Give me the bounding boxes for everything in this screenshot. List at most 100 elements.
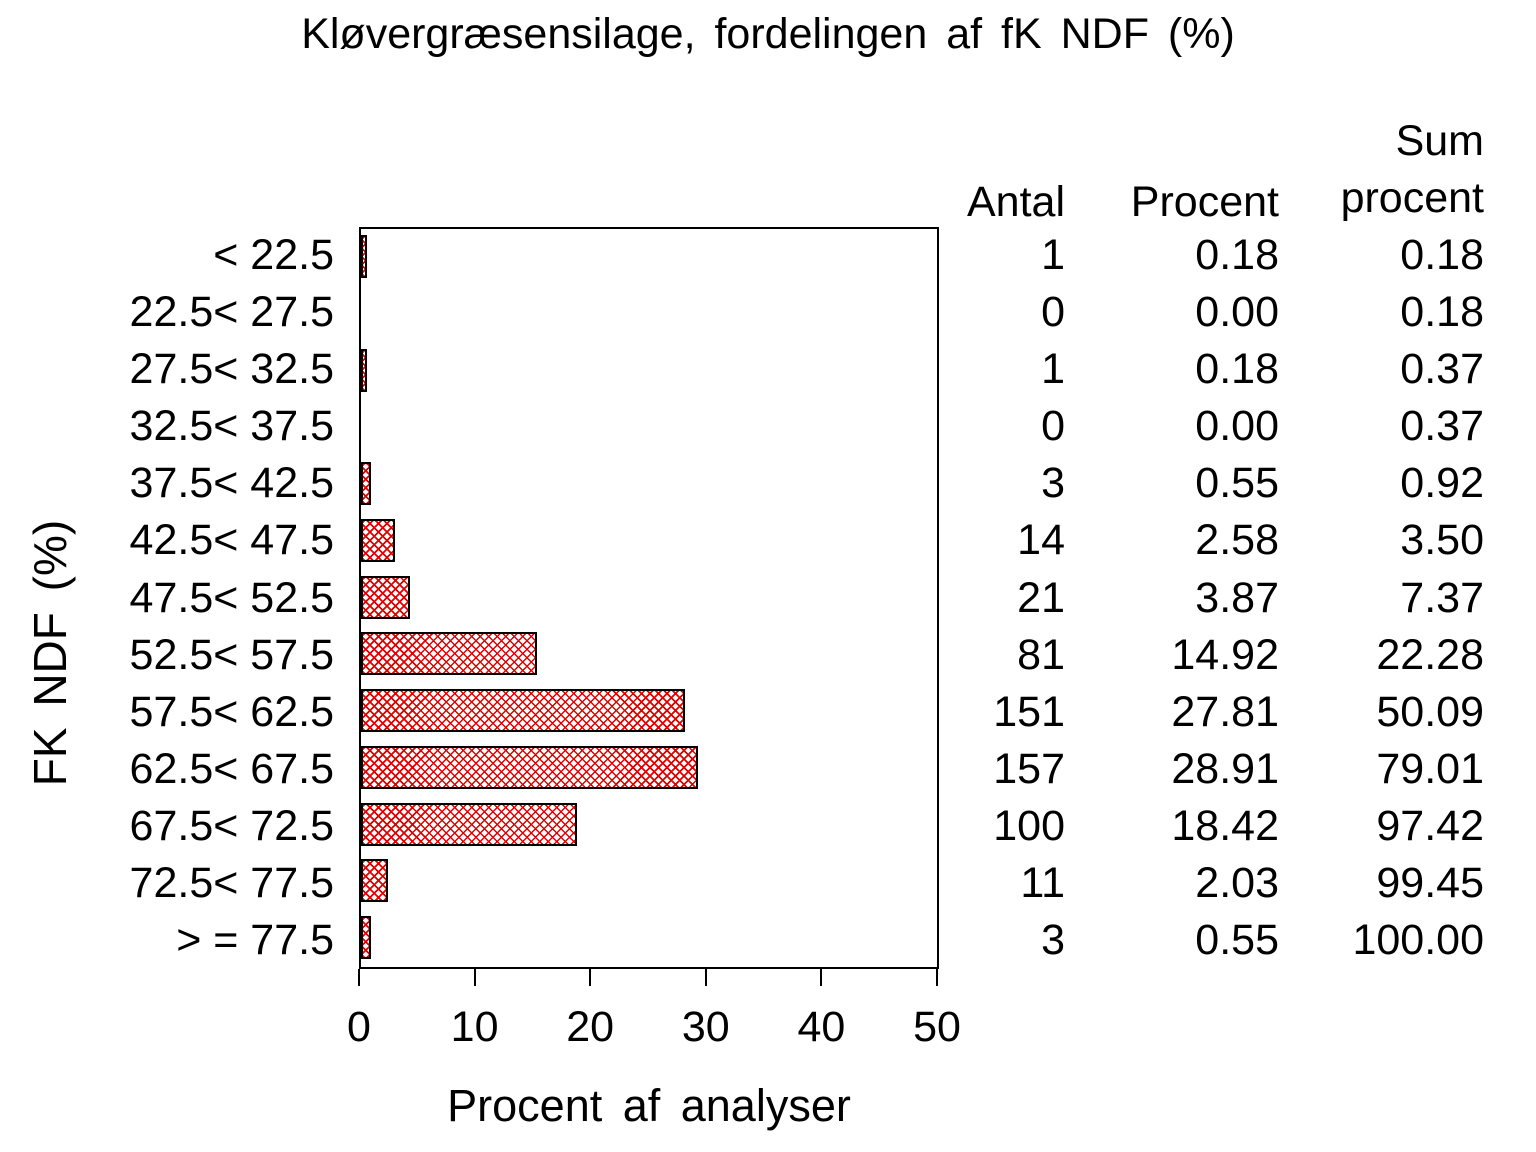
table-header-row: Antal Procent Sum procent [960,117,1500,227]
cell-antal: 151 [993,687,1065,736]
x-axis-title: Procent af analyser [447,1080,851,1131]
x-axis-tick-label: 20 [566,1003,615,1051]
bar-row [361,286,937,343]
cell-sum-procent: 0.92 [1400,459,1484,508]
category-label: 27.5< 32.5 [129,345,334,394]
bar-row [361,570,937,627]
category-label: 42.5< 47.5 [129,516,334,565]
table-row: 3 0.55 0.92 [960,455,1500,512]
x-axis-tick [820,969,823,986]
bar-row [361,797,937,854]
category-label: < 22.5 [213,231,334,280]
cell-procent: 0.00 [1195,402,1279,451]
cell-procent: 2.58 [1195,516,1279,565]
cell-procent: 27.81 [1171,687,1279,736]
cell-procent: 2.03 [1195,858,1279,907]
cell-sum-procent: 79.01 [1376,744,1484,793]
category-label: 22.5< 27.5 [129,288,334,337]
y-axis-category-labels: < 22.5 22.5< 27.5 27.5< 32.5 32.5< 37.5 37.5… [0,227,334,969]
x-axis-tick [473,969,476,986]
table-header-antal: Antal [966,178,1065,226]
x-axis-tick [704,969,707,986]
bar-row [361,343,937,400]
histogram-bar [361,518,395,562]
histogram-bar [361,802,578,846]
table-row: 14 2.58 3.50 [960,512,1500,569]
x-axis-tick-label: 30 [681,1003,730,1051]
cell-sum-procent: 99.45 [1376,858,1484,907]
table-header-sum-line2: procent [1340,174,1484,222]
histogram-bar [361,859,389,903]
cell-antal: 21 [1017,573,1065,622]
histogram-bar [361,348,368,392]
cell-sum-procent: 7.37 [1400,573,1484,622]
cell-antal: 81 [1017,630,1065,679]
category-label: > = 77.5 [176,915,334,964]
cell-sum-procent: 0.18 [1400,288,1484,337]
table-row: 1 0.18 0.37 [960,341,1500,398]
bar-row [361,853,937,910]
frequency-table: 1 0.18 0.18 0 0.00 0.18 1 0.18 0.37 0 0.00 0.37 3 0.5… [960,227,1500,969]
bar-row [361,456,937,513]
table-row: 157 28.91 79.01 [960,741,1500,798]
bar-row [361,626,937,683]
bar-row [361,683,937,740]
cell-antal: 3 [1041,459,1065,508]
cell-procent: 0.55 [1195,915,1279,964]
cell-sum-procent: 0.18 [1400,231,1484,280]
table-row: 81 14.92 22.28 [960,627,1500,684]
table-row: 3 0.55 100.00 [960,912,1500,969]
table-row: 100 18.42 97.42 [960,798,1500,855]
bar-row [361,399,937,456]
cell-antal: 1 [1041,231,1065,280]
bar-row [361,740,937,797]
x-axis-tick-label: 50 [913,1003,961,1051]
table-row: 0 0.00 0.37 [960,398,1500,455]
cell-sum-procent: 50.09 [1376,687,1484,736]
cell-antal: 0 [1041,288,1065,337]
x-axis-tick-label: 10 [450,1003,499,1051]
cell-sum-procent: 22.28 [1376,630,1484,679]
category-label: 62.5< 67.5 [129,744,334,793]
bar-row [361,229,937,286]
cell-procent: 0.00 [1195,288,1279,337]
cell-sum-procent: 0.37 [1400,345,1484,394]
cell-sum-procent: 3.50 [1400,516,1484,565]
histogram-bar [361,745,699,789]
cell-antal: 0 [1041,402,1065,451]
cell-sum-procent: 0.37 [1400,402,1484,451]
cell-antal: 3 [1041,915,1065,964]
cell-procent: 3.87 [1195,573,1279,622]
histogram-bar [361,632,537,676]
category-label: 57.5< 62.5 [129,687,334,736]
x-axis-tick [936,969,938,986]
table-row: 11 2.03 99.45 [960,855,1500,912]
category-label: 52.5< 57.5 [129,630,334,679]
cell-sum-procent: 100.00 [1352,915,1484,964]
histogram-bar [361,235,368,278]
bar-row [361,513,937,570]
cell-procent: 0.18 [1195,231,1279,280]
table-header-sum-procent: Sum procent [1279,113,1484,227]
bar-row [361,910,937,967]
cell-antal: 157 [993,744,1065,793]
category-label: 37.5< 42.5 [129,459,334,508]
plot-area [359,227,939,969]
histogram-bar [361,575,410,619]
x-axis-tick [358,969,360,986]
cell-sum-procent: 97.42 [1376,801,1484,850]
table-row: 21 3.87 7.37 [960,569,1500,626]
cell-procent: 0.55 [1195,459,1279,508]
histogram-bar [361,462,372,506]
category-label: 72.5< 77.5 [129,858,334,907]
x-axis-tick [589,969,592,986]
x-axis-tick-label: 40 [797,1003,846,1051]
cell-procent: 14.92 [1171,630,1279,679]
histogram-bar [361,689,686,733]
table-header-sum-line1: Sum [1395,117,1484,165]
histogram-bar [361,916,372,960]
table-row: 1 0.18 0.18 [960,227,1500,284]
table-header-procent: Procent [1130,178,1279,226]
cell-procent: 0.18 [1195,345,1279,394]
x-axis-tick-label: 0 [347,1003,371,1051]
